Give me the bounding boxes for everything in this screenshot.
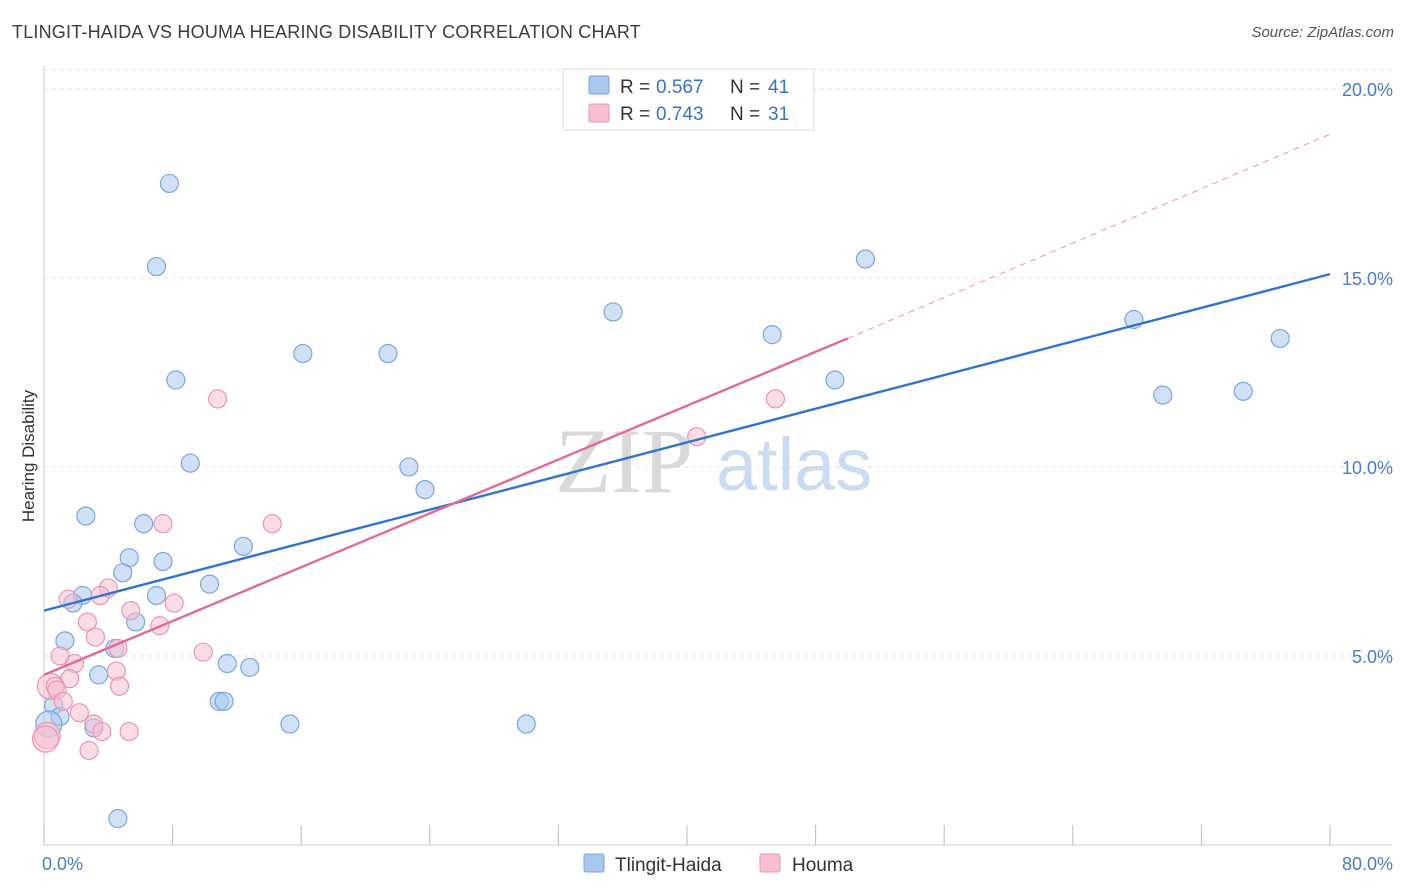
legend-swatch-tlingit-haida (588, 75, 610, 95)
point-houma-8 (164, 593, 184, 613)
point-tlingit-haida-17 (217, 653, 237, 674)
legend-n-value-1: 41 (768, 77, 789, 98)
point-tlingit-haida-34 (825, 370, 845, 390)
point-tlingit-haida-21 (214, 691, 234, 711)
point-tlingit-haida-12 (146, 585, 167, 606)
watermark: ZIP atlas (555, 410, 872, 512)
point-houma-0 (208, 389, 228, 409)
legend-n-label-1: N = (730, 77, 760, 98)
trend-line-houma-extension (847, 133, 1331, 339)
bottom-legend-swatch-houma (759, 853, 781, 873)
point-tlingit-haida-32 (603, 302, 623, 322)
grid-lines (44, 69, 1392, 657)
point-tlingit-haida-18 (240, 657, 260, 677)
point-tlingit-haida-0 (159, 173, 179, 194)
watermark-zip: ZIP (555, 410, 693, 512)
source-label: Source: ZipAtlas.com (1251, 24, 1394, 41)
legend: R = 0.567 N = 41 R = 0.743 N = 31 (562, 68, 815, 131)
point-houma-24 (69, 703, 89, 723)
point-tlingit-haida-2 (166, 370, 186, 390)
point-houma-13 (193, 642, 213, 662)
bottom-legend-label-houma: Houma (792, 855, 854, 876)
trend-line-tlingit-haida (43, 272, 1331, 612)
point-houma-4 (262, 514, 282, 534)
y-axis-label: Hearing Disability (19, 389, 38, 522)
point-tlingit-haida-7 (153, 551, 173, 572)
point-houma-9 (121, 601, 141, 621)
point-tlingit-haida-30 (399, 457, 419, 477)
y-tick-labels: 5.0% 10.0% 15.0% 20.0% (1342, 80, 1393, 667)
point-tlingit-haida-4 (76, 506, 96, 526)
point-tlingit-haida-37 (1153, 385, 1173, 405)
point-tlingit-haida-39 (1270, 328, 1290, 349)
point-houma-12 (85, 627, 106, 647)
point-tlingit-haida-10 (199, 574, 220, 594)
watermark-atlas: atlas (716, 423, 872, 506)
legend-r-value-2: 0.743 (656, 104, 704, 125)
point-tlingit-haida-26 (280, 714, 300, 734)
point-tlingit-haida-35 (855, 249, 876, 269)
point-houma-22 (109, 676, 130, 696)
x-tick-labels: 0.0% 80.0% (42, 854, 1393, 874)
trend-line-houma (43, 337, 849, 676)
point-houma-27 (92, 721, 112, 742)
point-tlingit-haida-19 (89, 665, 109, 685)
y-tick-label-15: 15.0% (1342, 269, 1393, 289)
legend-r-label-1: R = (620, 77, 650, 98)
point-houma-23 (53, 691, 73, 711)
legend-n-value-2: 31 (768, 104, 789, 125)
point-tlingit-haida-27 (108, 808, 128, 829)
legend-swatch-houma (588, 103, 610, 123)
point-tlingit-haida-3 (180, 453, 200, 473)
point-tlingit-haida-9 (113, 563, 133, 583)
point-tlingit-haida-28 (293, 343, 313, 364)
chart-title: TLINGIT-HAIDA VS HOUMA HEARING DISABILIT… (12, 22, 641, 42)
point-houma-10 (77, 612, 98, 632)
point-tlingit-haida-8 (233, 536, 253, 556)
legend-r-label-2: R = (620, 104, 650, 125)
point-houma-29 (32, 725, 60, 753)
point-tlingit-haida-40 (516, 714, 536, 734)
point-tlingit-haida-1 (146, 256, 167, 277)
point-tlingit-haida-31 (415, 480, 435, 500)
point-houma-2 (687, 427, 707, 447)
trend-lines (43, 133, 1331, 676)
point-tlingit-haida-33 (762, 325, 782, 345)
legend-r-value-1: 0.567 (656, 77, 704, 98)
y-tick-label-5: 5.0% (1352, 647, 1393, 667)
legend-n-label-2: N = (730, 104, 760, 125)
point-houma-30 (79, 740, 99, 761)
point-houma-26 (119, 721, 139, 742)
x-tick-label-max: 80.0% (1342, 854, 1393, 874)
x-tick-label-min: 0.0% (42, 854, 83, 874)
y-tick-label-10: 10.0% (1342, 458, 1393, 478)
point-tlingit-haida-29 (378, 343, 398, 364)
point-tlingit-haida-5 (134, 514, 154, 534)
point-houma-3 (153, 514, 173, 534)
point-houma-1 (765, 389, 786, 409)
bottom-legend-swatch-tlingit-haida (583, 853, 605, 873)
y-tick-label-20: 20.0% (1342, 80, 1393, 100)
bottom-legend: Tlingit-Haida Houma (583, 853, 854, 876)
point-tlingit-haida-38 (1233, 381, 1253, 401)
bottom-legend-label-tlingit-haida: Tlingit-Haida (615, 855, 722, 876)
